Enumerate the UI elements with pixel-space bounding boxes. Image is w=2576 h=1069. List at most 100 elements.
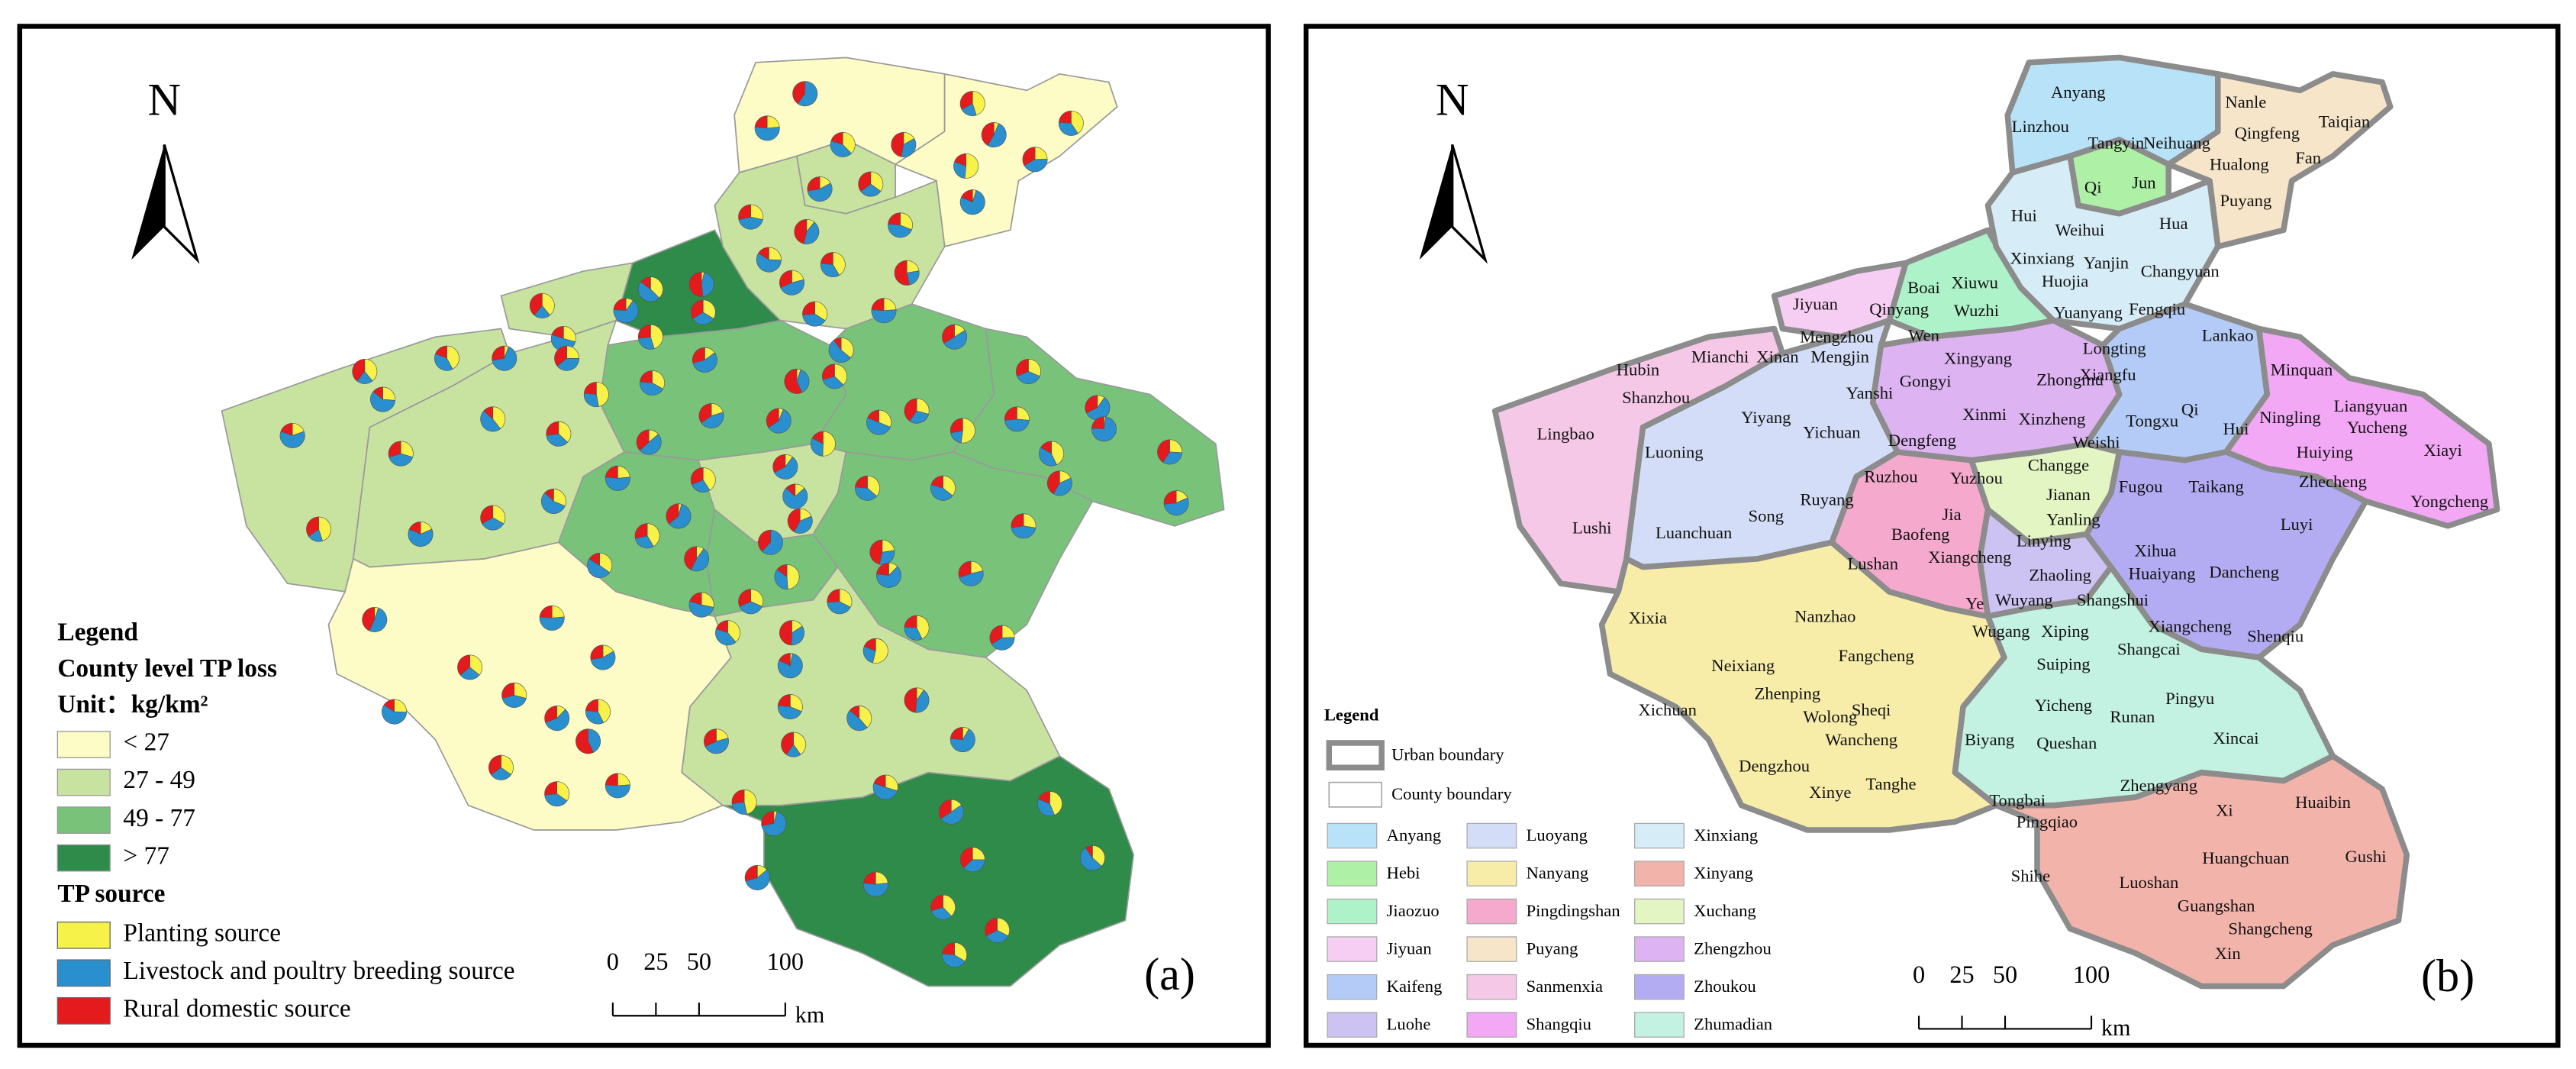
pie-wedge [544, 706, 557, 723]
pie-wedge [727, 620, 740, 643]
county-label: Wen [1908, 325, 1939, 344]
pie-wedge [811, 431, 824, 444]
county-label: Yucheng [2347, 418, 2407, 437]
county-label: Zhenping [1755, 684, 1821, 703]
pie-wedge [492, 345, 505, 361]
legend-source-title: TP source [57, 880, 165, 908]
legend-swatch [1634, 861, 1685, 887]
city-region [2083, 449, 2369, 660]
pie-wedge [1022, 147, 1036, 166]
pie-wedge [279, 431, 305, 448]
legend-swatch [1466, 936, 1517, 962]
pie-wedge [860, 183, 882, 197]
pie-wedge [796, 369, 810, 393]
legend-label: Jiyuan [1387, 938, 1432, 958]
county-label: Lushi [1572, 518, 1611, 537]
pie-wedge [640, 381, 664, 396]
pie-wedge [879, 409, 892, 428]
pie-wedge [779, 270, 792, 289]
county-label: Lankao [2202, 325, 2254, 344]
county-label: Qi [2084, 178, 2102, 197]
pie-wedge [745, 869, 770, 890]
pie-wedge [839, 589, 853, 608]
pie-wedge [692, 347, 705, 363]
legend-swatch [56, 921, 111, 949]
pie-wedge [777, 705, 802, 720]
pie-wedge [772, 454, 786, 473]
county-label: Huaibin [2295, 793, 2351, 812]
pie-wedge [501, 683, 515, 699]
pie-wedge [637, 281, 660, 302]
county-label: Jiyuan [1793, 295, 1838, 314]
legend-label: Hebi [1387, 863, 1420, 882]
county-region [714, 155, 946, 330]
legend-unit: Unit：kg/km² [57, 690, 208, 719]
pie-wedge [876, 566, 901, 588]
city-region [1952, 564, 2336, 809]
pie-wedge [599, 553, 613, 573]
pie-wedge [480, 505, 494, 525]
county-label: Gushi [2345, 847, 2386, 866]
county-region [812, 451, 1094, 658]
pie-wedge [585, 710, 605, 725]
pie-wedge [858, 171, 872, 192]
legend-label: Xinyang [1694, 863, 1753, 882]
pie-wedge [318, 516, 332, 541]
county-label: Xiuwu [1951, 273, 1998, 292]
county-label: Jun [2132, 173, 2155, 192]
scale-label: 50 [1993, 961, 2017, 988]
pie-wedge [634, 535, 654, 549]
pie-wedge [539, 605, 553, 618]
legend-swatch [1634, 936, 1685, 962]
county-label: Qingfeng [2235, 124, 2300, 143]
county-label: Changyuan [2141, 262, 2220, 281]
legend-label: Anyang [1387, 825, 1442, 845]
county-label: Yanling [2046, 510, 2100, 529]
pie-wedge [830, 131, 843, 145]
county-label: Wuzhi [1954, 301, 1999, 320]
pie-wedge [782, 487, 808, 509]
county-label: Zhaoling [2029, 566, 2091, 585]
pie-wedge [605, 784, 630, 799]
county-label: Baofeng [1891, 525, 1950, 544]
pie-wedge [1004, 406, 1017, 421]
pie-wedge [779, 653, 791, 667]
county-label: Luoshan [2119, 873, 2178, 892]
county-label: Xiping [2041, 622, 2089, 641]
legend-label: Nanyang [1527, 863, 1589, 882]
legend-swatch [1327, 822, 1378, 849]
county-label: Xinye [1809, 783, 1851, 802]
county-label: Taikang [2188, 476, 2243, 496]
county-label: Boai [1907, 278, 1940, 297]
scale-unit: km [795, 1002, 824, 1028]
county-label: Fan [2295, 148, 2321, 167]
scale-label: 100 [767, 948, 804, 975]
county-label: Xi [2216, 801, 2233, 820]
legend-swatch [1327, 861, 1378, 887]
pie-wedge [400, 441, 414, 458]
county-label: Biyang [1965, 730, 2014, 749]
pie-wedge [862, 646, 876, 664]
legend-swatch [1466, 822, 1517, 849]
north-arrow [163, 144, 200, 264]
pie-wedge [640, 370, 653, 383]
pie-wedge [901, 137, 917, 157]
legend-label: Luoyang [1527, 825, 1588, 845]
county-label: Huiying [2297, 442, 2353, 461]
pie-wedge [556, 781, 570, 802]
pie-wedge [830, 140, 852, 157]
county-label: Lushan [1848, 554, 1899, 573]
legend-swatch [56, 959, 111, 987]
panel-b-frame [1303, 24, 2561, 1048]
pie-wedge [793, 515, 813, 534]
pie-wedge [774, 456, 798, 480]
pie-wedge [688, 601, 714, 618]
pie-wedge [777, 694, 791, 707]
pie-wedge [688, 271, 704, 297]
pie-wedge [483, 406, 494, 420]
pie-wedge [915, 690, 930, 713]
county-label: Tanghe [1865, 774, 1916, 793]
county-label: Xingyang [1944, 349, 2012, 368]
pie-wedge [563, 325, 576, 343]
county-label: Wolong [1803, 707, 1857, 726]
